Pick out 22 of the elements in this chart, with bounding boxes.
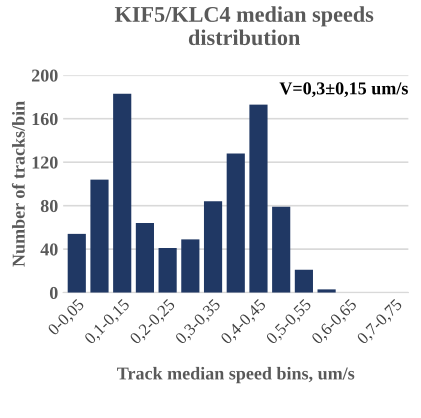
bar bbox=[318, 289, 336, 293]
y-axis-title: Number of tracks/bin bbox=[12, 101, 25, 267]
bar bbox=[158, 248, 177, 293]
x-axis-title: Track median speed bins, um/s bbox=[117, 366, 354, 384]
bar bbox=[226, 153, 245, 293]
bar bbox=[272, 206, 290, 293]
bar bbox=[204, 201, 222, 293]
y-tick-label: 120 bbox=[32, 156, 58, 169]
annotation: V=0,3±0,15 um/s bbox=[280, 82, 408, 98]
bar bbox=[181, 239, 200, 293]
bar bbox=[68, 234, 86, 293]
bar bbox=[136, 223, 154, 293]
bar bbox=[113, 94, 132, 293]
y-tick-label: 0 bbox=[50, 286, 58, 300]
y-tick-label: 80 bbox=[40, 200, 58, 212]
bar bbox=[249, 104, 268, 293]
y-tick-label: 40 bbox=[40, 243, 58, 256]
chart-title: KIF5/KLC4 median speeds distribution bbox=[114, 6, 374, 46]
y-tick-label: 160 bbox=[32, 112, 58, 126]
bar bbox=[294, 270, 313, 293]
bar bbox=[90, 180, 109, 293]
y-tick-label: 200 bbox=[32, 69, 58, 82]
